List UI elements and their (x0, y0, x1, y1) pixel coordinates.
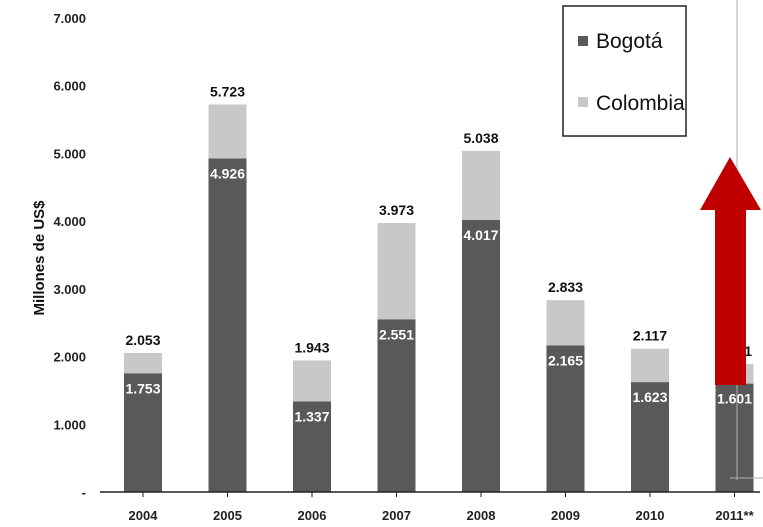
bar-inner-label: 1.601 (717, 391, 752, 407)
legend-box (562, 5, 687, 137)
bar-total-label: 2.833 (548, 279, 583, 295)
x-tick-label: 2004 (129, 508, 159, 523)
bar-inner-label: 2.551 (379, 326, 414, 342)
bar-segment-colombia (546, 300, 585, 346)
x-tick-label: 2005 (213, 508, 242, 523)
bar-segment-colombia (208, 104, 247, 159)
x-tick-label: 2009 (551, 508, 580, 523)
y-tick-label: 7.000 (53, 11, 86, 26)
bar-segment-colombia (293, 360, 331, 402)
bar-total-label: 5.723 (210, 83, 245, 99)
bar-segment-bogota (124, 373, 162, 492)
y-tick-label: 6.000 (53, 79, 86, 94)
y-tick-label: 4.000 (53, 214, 86, 229)
bar-total-label: 2.117 (633, 328, 667, 344)
legend-swatch-bogota (578, 36, 588, 46)
bar-segment-bogota (631, 382, 669, 492)
red-up-arrow-shape (700, 157, 761, 385)
bar-inner-label: 1.623 (632, 389, 667, 405)
red-up-arrow-icon (700, 157, 761, 385)
bar-total-label: 1.943 (294, 339, 329, 355)
legend: Bogotá Colombia (562, 5, 687, 137)
bar-segment-colombia (462, 150, 500, 220)
x-tick-label: 2008 (467, 508, 496, 523)
y-tick-label: 2.000 (53, 350, 86, 365)
y-tick-label: - (82, 485, 86, 500)
bar-segment-bogota (293, 401, 331, 492)
bar-segment-bogota (546, 345, 585, 492)
y-axis-label: Millones de US$ (31, 200, 48, 316)
bar-inner-label: 4.926 (210, 165, 245, 181)
legend-label-bogota: Bogotá (596, 30, 663, 53)
bar-total-label: 2.053 (125, 332, 160, 348)
bar-total-label: 5.038 (463, 130, 498, 146)
bar-segment-bogota (377, 319, 416, 492)
bar-segment-colombia (124, 352, 162, 374)
legend-label-colombia: Colombia (596, 92, 685, 115)
bars (124, 104, 754, 493)
bar-inner-label: 2.165 (548, 352, 583, 368)
y-tick-label: 1.000 (53, 417, 86, 432)
y-axis: - 1.000 2.000 3.000 4.000 5.000 6.000 7.000 (53, 11, 86, 500)
bar-segment-bogota (208, 158, 247, 492)
bar-segment-colombia (377, 222, 416, 320)
bar-segment-bogota (462, 219, 500, 493)
y-tick-label: 5.000 (53, 146, 86, 161)
legend-swatch-colombia (578, 97, 588, 107)
bar-inner-label: 1.753 (125, 380, 160, 396)
x-tick-label: 2010 (636, 508, 665, 523)
x-axis: 2004 2005 2006 2007 2008 2009 2010 2011** (100, 491, 760, 523)
bar-segment-bogota (715, 383, 754, 492)
bar-inner-label: 4.017 (463, 227, 498, 243)
x-tick-label: 2011** (715, 508, 754, 523)
bar-total-label: 3.973 (379, 202, 414, 218)
bar-segment-colombia (631, 348, 669, 383)
data-labels: 1.753 2.053 4.926 5.723 1.337 1.943 2.551 3.973… (125, 83, 752, 424)
x-tick-label: 2007 (382, 508, 411, 523)
y-tick-label: 3.000 (53, 282, 86, 297)
x-tick-label: 2006 (298, 508, 327, 523)
bar-inner-label: 1.337 (294, 408, 329, 424)
